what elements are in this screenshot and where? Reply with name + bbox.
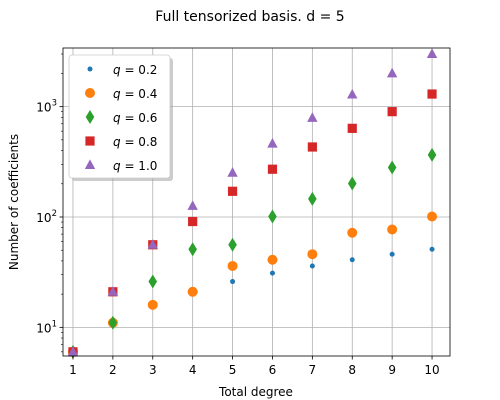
x-tick-label: 2 (109, 363, 117, 377)
data-point (227, 186, 238, 196)
data-point (269, 270, 275, 276)
data-point (386, 67, 398, 78)
legend-label: q = 0.2 (113, 63, 157, 77)
plot-frame (62, 47, 451, 357)
data-point (227, 260, 238, 271)
data-point (108, 315, 118, 330)
legend-item: q = 0.8 (85, 135, 157, 149)
data-point (389, 251, 395, 257)
y-tick-label: 102 (36, 209, 57, 225)
legend-marker (85, 136, 95, 146)
y-tick-label: 103 (36, 99, 57, 115)
y-axis-label: Number of coefficients (7, 134, 21, 270)
data-point (308, 191, 317, 206)
data-point (267, 164, 278, 174)
x-tick-label: 8 (348, 363, 356, 377)
data-point (187, 200, 198, 210)
data-point (147, 299, 158, 310)
data-point (387, 107, 397, 117)
legend-label: q = 1.0 (113, 159, 157, 173)
legend-label: q = 0.4 (113, 87, 157, 101)
data-point (188, 242, 197, 257)
data-point (228, 237, 237, 252)
x-axis-label: Total degree (218, 385, 293, 399)
data-point (426, 48, 438, 58)
legend-item: q = 1.0 (84, 159, 157, 173)
legend-marker (84, 159, 96, 169)
legend: q = 0.2 q = 0.4 q = 0.6 q = 0.8 q = 1.0 (68, 54, 173, 181)
data-point (429, 246, 435, 252)
data-point (187, 286, 198, 297)
data-point (307, 112, 318, 122)
data-point (427, 211, 438, 222)
legend-item: q = 0.6 (85, 110, 157, 125)
data-point (267, 138, 278, 148)
axis-ticks: 1 2 3 4 5 6 7 8 9 10 101 102 103 (36, 53, 440, 377)
x-tick-label: 9 (388, 363, 396, 377)
chart-title: Full tensorized basis. d = 5 (155, 9, 344, 25)
data-point (387, 160, 397, 175)
data-point (67, 346, 79, 356)
legend-box (68, 54, 171, 179)
x-tick-label: 4 (189, 363, 197, 377)
data-point (307, 142, 317, 152)
data-point (427, 147, 437, 162)
data-points (67, 48, 438, 359)
legend-marker (87, 66, 93, 72)
x-tick-label: 6 (269, 363, 277, 377)
data-point (148, 274, 158, 289)
data-point (268, 209, 277, 224)
data-point (347, 227, 358, 238)
legend-item: q = 0.4 (85, 87, 157, 101)
data-point (267, 254, 278, 265)
y-tick-label: 101 (36, 319, 57, 335)
data-point (427, 89, 437, 99)
x-tick-label: 7 (309, 363, 317, 377)
x-tick-label: 5 (229, 363, 237, 377)
legend-marker (85, 88, 95, 98)
legend-marker (85, 110, 95, 124)
data-point (307, 249, 318, 260)
x-tick-label: 3 (149, 363, 157, 377)
data-point (347, 88, 358, 99)
data-point (188, 216, 198, 227)
data-point (309, 263, 315, 269)
data-point (349, 257, 355, 263)
data-point (107, 286, 119, 296)
data-point (387, 224, 398, 235)
legend-label: q = 0.6 (113, 111, 157, 125)
data-point (347, 176, 357, 191)
legend-item: q = 0.2 (87, 63, 157, 77)
data-point (147, 239, 158, 249)
series-q-1-0 (67, 48, 438, 356)
legend-label: q = 0.8 (113, 135, 157, 149)
x-tick-label: 1 (69, 363, 77, 377)
data-point (230, 279, 236, 285)
x-tick-label: 10 (424, 363, 439, 377)
data-point (347, 123, 357, 133)
data-point (227, 167, 238, 177)
